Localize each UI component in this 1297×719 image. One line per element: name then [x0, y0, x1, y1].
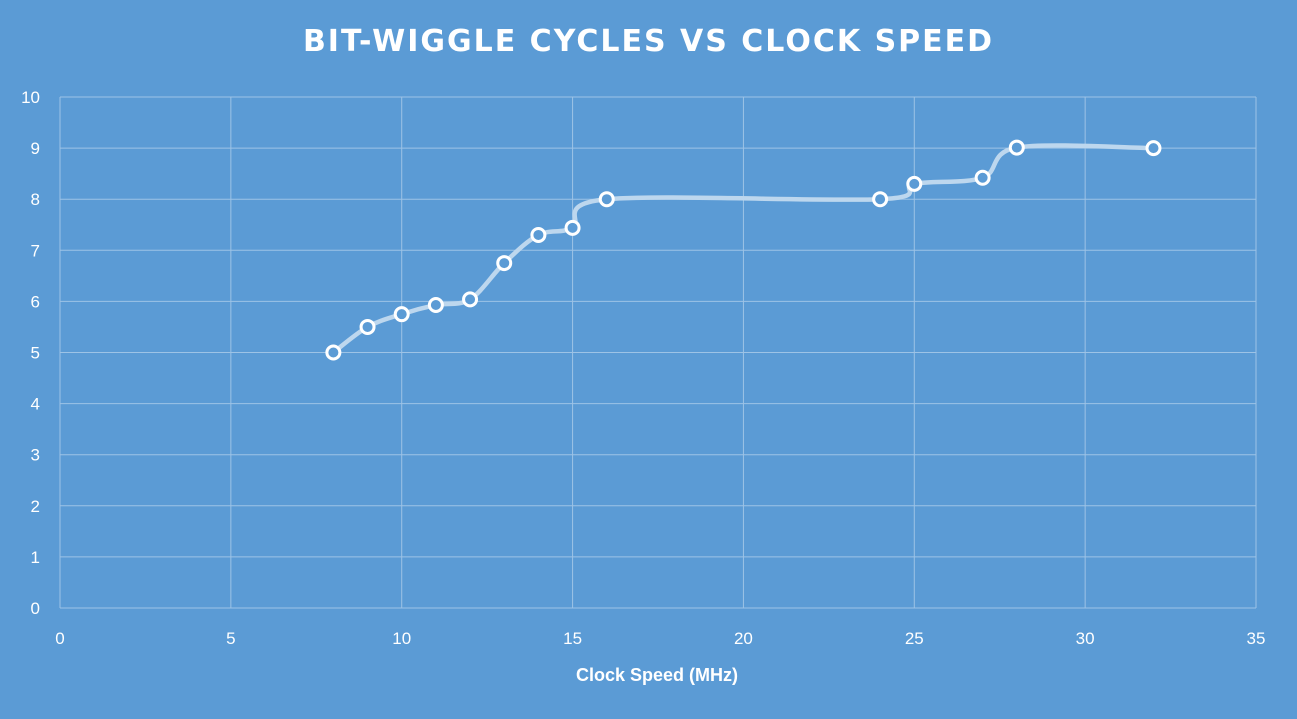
- data-point-marker: [393, 306, 410, 323]
- data-point-marker: [530, 226, 547, 243]
- data-point-marker: [427, 296, 444, 313]
- y-tick-label: 9: [31, 139, 40, 158]
- x-tick-label: 20: [734, 629, 753, 648]
- y-tick-label: 4: [31, 395, 40, 414]
- x-tick-label: 15: [563, 629, 582, 648]
- x-tick-label: 25: [905, 629, 924, 648]
- data-point-marker: [462, 291, 479, 308]
- chart-title: BIT-WIGGLE CYCLES VS CLOCK SPEED: [302, 24, 995, 59]
- x-tick-labels: 0 5 10 15 20 25 30 35: [55, 629, 1265, 648]
- x-tick-label: 5: [226, 629, 235, 648]
- data-point-marker: [872, 191, 889, 208]
- y-tick-label: 10: [21, 88, 40, 107]
- data-point-marker: [564, 219, 581, 236]
- y-tick-label: 7: [31, 241, 40, 260]
- y-tick-label: 5: [31, 344, 40, 363]
- y-tick-label: 0: [31, 599, 40, 618]
- data-point-marker: [1145, 140, 1162, 157]
- y-tick-labels: 0 1 2 3 4 5 6 7 8 9 10: [21, 88, 40, 618]
- x-tick-label: 30: [1076, 629, 1095, 648]
- data-point-marker: [359, 318, 376, 335]
- series-group: [325, 139, 1162, 361]
- x-axis-title: Clock Speed (MHz): [576, 665, 738, 685]
- x-tick-label: 0: [55, 629, 64, 648]
- x-tick-label: 10: [392, 629, 411, 648]
- y-tick-label: 6: [31, 292, 40, 311]
- data-point-marker: [906, 175, 923, 192]
- y-tick-label: 1: [31, 548, 40, 567]
- y-gridlines: [60, 96, 1256, 609]
- data-point-marker: [325, 344, 342, 361]
- data-point-marker: [496, 255, 513, 272]
- y-tick-label: 2: [31, 497, 40, 516]
- y-tick-label: 8: [31, 190, 40, 209]
- y-tick-label: 3: [31, 446, 40, 465]
- x-tick-label: 35: [1247, 629, 1266, 648]
- data-point-marker: [598, 191, 615, 208]
- data-point-marker: [974, 169, 991, 186]
- data-point-marker: [1008, 139, 1025, 156]
